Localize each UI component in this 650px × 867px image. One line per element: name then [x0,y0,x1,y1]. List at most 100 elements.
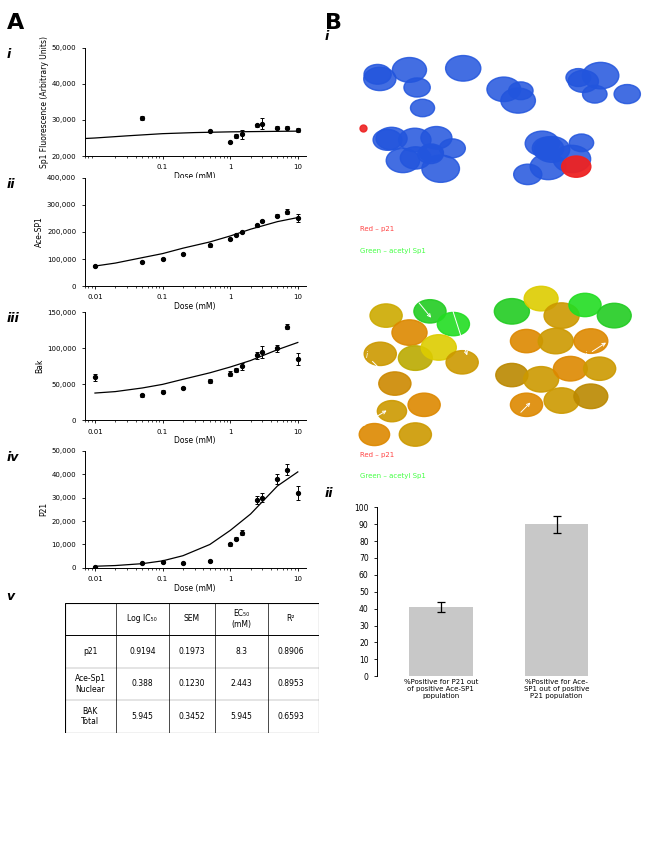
Circle shape [530,153,566,179]
Y-axis label: Sp1 Fluorescence (Arbitrary Units): Sp1 Fluorescence (Arbitrary Units) [40,36,49,168]
Circle shape [370,304,402,327]
Circle shape [446,350,478,374]
Text: i: i [365,351,383,372]
Text: ii: ii [445,287,467,355]
Text: B: B [325,13,342,33]
Circle shape [408,393,440,416]
Text: R²: R² [287,615,295,623]
Circle shape [417,145,443,164]
Circle shape [510,329,543,353]
Circle shape [584,357,616,381]
Circle shape [568,70,599,93]
Text: 5.945: 5.945 [230,712,252,720]
Circle shape [582,85,607,103]
Text: i: i [325,30,330,43]
Text: i: i [413,291,430,316]
X-axis label: Dose (mM): Dose (mM) [174,302,216,311]
Text: p21: p21 [83,647,98,655]
Text: 0.9194: 0.9194 [129,647,155,655]
Circle shape [524,286,558,311]
Circle shape [379,372,411,395]
Circle shape [373,129,402,150]
Text: 0.6593: 0.6593 [278,712,304,720]
Circle shape [569,134,593,152]
Text: 0.8906: 0.8906 [278,647,304,655]
Circle shape [614,84,640,104]
Text: ii: ii [512,403,530,424]
Text: Con: Con [616,56,634,65]
Circle shape [508,81,533,100]
Text: Green – acetyl Sp1: Green – acetyl Sp1 [360,473,426,479]
Circle shape [496,363,528,387]
Circle shape [359,423,389,446]
Circle shape [562,156,591,177]
Circle shape [404,78,430,97]
Circle shape [422,155,460,182]
Y-axis label: Ace-SP1: Ace-SP1 [35,217,44,247]
X-axis label: Dose (mM): Dose (mM) [174,172,216,181]
X-axis label: Dose (mM): Dose (mM) [174,436,216,446]
Text: v: v [6,590,14,603]
Text: SEM: SEM [184,615,200,623]
Text: Log IC₅₀: Log IC₅₀ [127,615,157,623]
Circle shape [553,146,591,173]
Text: ii: ii [325,487,333,500]
Y-axis label: Bak: Bak [35,359,44,374]
Circle shape [538,329,573,354]
Circle shape [377,401,407,421]
Text: 8.3: 8.3 [235,647,247,655]
Circle shape [544,303,579,329]
Text: ii: ii [363,411,385,428]
Circle shape [364,342,396,366]
Text: i: i [6,48,11,61]
Circle shape [364,68,396,90]
Circle shape [510,393,543,416]
Circle shape [376,127,407,150]
Circle shape [439,139,465,158]
Circle shape [398,346,432,370]
Circle shape [487,77,521,101]
Text: iii: iii [6,312,20,325]
Text: ii: ii [6,178,15,191]
Circle shape [574,329,608,354]
Y-axis label: P21: P21 [40,502,49,517]
Text: A: A [6,13,24,33]
Text: iv: iv [6,451,19,464]
Circle shape [553,356,588,381]
Circle shape [398,128,431,152]
Bar [409,607,473,676]
Circle shape [421,127,452,149]
Circle shape [566,68,591,87]
Text: 0.388: 0.388 [131,680,153,688]
Circle shape [582,62,619,88]
Circle shape [501,88,536,113]
Circle shape [419,144,443,161]
Text: 0.8953: 0.8953 [278,680,304,688]
Text: Ace-Sp1
Nuclear: Ace-Sp1 Nuclear [75,675,106,694]
Circle shape [569,293,601,316]
Text: But: But [617,282,634,290]
Circle shape [399,423,432,447]
Circle shape [574,384,608,408]
Circle shape [534,136,570,162]
Circle shape [532,137,564,160]
Text: BAK
Total: BAK Total [81,707,99,726]
Circle shape [525,131,559,156]
Text: EC₅₀
(mM): EC₅₀ (mM) [231,610,251,629]
Circle shape [414,300,446,323]
Circle shape [393,57,426,82]
Text: Red – p21: Red – p21 [360,226,394,232]
Circle shape [597,303,631,328]
Circle shape [544,388,579,414]
Text: 2.443: 2.443 [230,680,252,688]
X-axis label: Dose (mM): Dose (mM) [174,583,216,593]
Circle shape [364,64,391,84]
Circle shape [400,147,431,169]
Circle shape [494,298,529,324]
Text: Green – acetyl Sp1: Green – acetyl Sp1 [360,248,426,254]
Text: 0.3452: 0.3452 [179,712,205,720]
Circle shape [514,164,542,185]
Circle shape [446,55,481,81]
Text: Red – p21: Red – p21 [360,452,394,458]
Circle shape [392,320,427,345]
